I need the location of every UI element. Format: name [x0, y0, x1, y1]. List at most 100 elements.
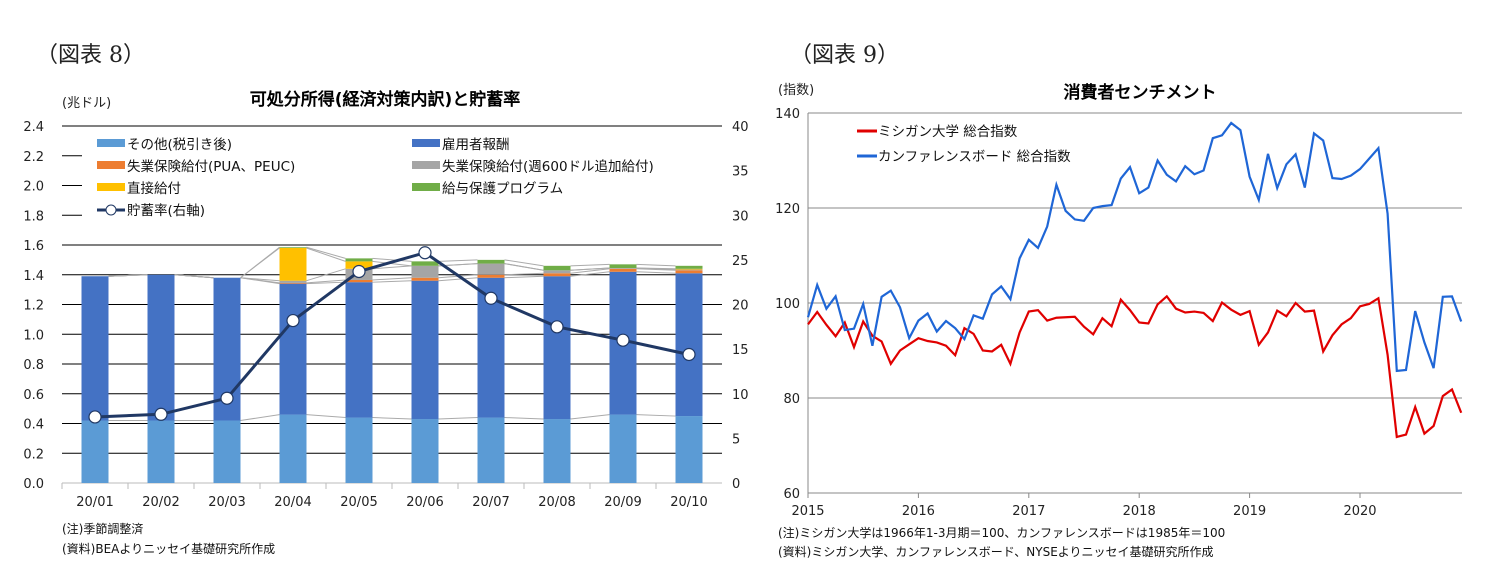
bar-segment [609, 268, 637, 272]
legend-label: ミシガン大学 総合指数 [878, 124, 1018, 140]
legend-swatch [412, 183, 440, 191]
y2-tick-label: 25 [732, 254, 749, 269]
legend-swatch [97, 139, 125, 147]
x-tick-label: 2016 [902, 504, 935, 519]
legend-label: 直接給付 [127, 180, 181, 197]
series-connector [240, 246, 280, 279]
y-tick-label: 120 [775, 202, 800, 217]
bar-segment [279, 283, 307, 415]
left-y2-ticks: 0 5 10 15 20 25 30 35 40 [732, 120, 749, 492]
x-tick-label: 20/10 [670, 495, 707, 510]
y-tick-label: 0.4 [23, 418, 44, 433]
saving-rate-marker [682, 347, 696, 362]
series-connector [372, 417, 412, 420]
x-tick-label: 2017 [1012, 504, 1045, 519]
series-connector [306, 279, 346, 284]
y-tick-label: 140 [775, 107, 800, 122]
y-tick-label: 1.2 [23, 299, 44, 314]
y-tick-label: 1.4 [23, 269, 44, 284]
y-tick-label: 0.6 [23, 388, 44, 403]
saving-rate-marker [550, 320, 564, 334]
bar-segment [345, 279, 373, 283]
x-tick-label: 2015 [791, 504, 824, 519]
bar-segment [609, 414, 637, 483]
series-connector [504, 272, 544, 276]
y2-tick-label: 15 [732, 343, 749, 358]
saving-rate-line [88, 246, 696, 424]
y-tick-label: 1.0 [23, 328, 44, 343]
legend-swatch [97, 161, 125, 169]
x-tick-label: 2019 [1233, 504, 1266, 519]
series-connector [306, 268, 346, 282]
bar-segment [213, 420, 241, 483]
y-tick-label: 2.4 [23, 120, 44, 135]
bar-segment [609, 268, 637, 269]
bar-segment [543, 265, 571, 271]
series-connector [306, 414, 346, 419]
series-connector [504, 259, 544, 267]
bar-segment [675, 416, 703, 483]
bar-segment [279, 414, 307, 483]
figure-9-label: （図表 9） [790, 43, 899, 68]
y2-tick-label: 30 [732, 209, 749, 224]
series-connector [174, 274, 214, 279]
series-connector [438, 259, 478, 262]
series-connector [372, 265, 412, 270]
x-tick-label: 20/09 [604, 495, 641, 510]
x-tick-label: 20/05 [340, 495, 377, 510]
y2-tick-label: 20 [732, 299, 749, 314]
legend-label: 失業保険給付(週600ドル追加給付) [442, 159, 654, 175]
series-connector [504, 417, 544, 420]
series-connector [570, 267, 610, 271]
x-tick-label: 2018 [1123, 504, 1156, 519]
series-connector [306, 246, 346, 259]
y2-tick-label: 35 [732, 165, 749, 180]
y2-tick-label: 0 [732, 477, 740, 492]
legend-label: その他(税引き後) [127, 137, 232, 153]
series-connector [306, 247, 346, 262]
bar-segment [411, 419, 439, 483]
x-tick-label: 20/01 [76, 495, 113, 510]
saving-rate-marker [220, 391, 234, 405]
legend-background [90, 132, 720, 224]
series-connector [636, 271, 676, 274]
saving-rate-marker [616, 333, 630, 347]
bar-segment [543, 270, 571, 274]
series-connector [438, 277, 478, 282]
y-tick-label: 100 [775, 297, 800, 312]
right-note-1: (注)ミシガン大学は1966年1-3月期＝100、カンファレンスボードは1985… [778, 525, 1225, 540]
bar-segment [81, 276, 109, 421]
bar-segment [279, 247, 307, 248]
x-tick-label: 20/08 [538, 495, 575, 510]
y-tick-label: 80 [783, 392, 800, 407]
y2-tick-label: 10 [732, 388, 749, 403]
saving-rate-marker [88, 410, 102, 424]
series-connector [306, 281, 346, 285]
bar-segment [477, 263, 505, 275]
series-connector [570, 271, 610, 277]
x-tick-label: 2020 [1343, 504, 1376, 519]
legend-label: 失業保険給付(PUA、PEUC) [127, 159, 295, 175]
bar-segment [477, 417, 505, 483]
series-line [807, 294, 1463, 439]
series-connector [636, 263, 676, 267]
saving-rate-marker [352, 264, 366, 279]
y-tick-label: 60 [783, 487, 800, 502]
legend-marker-swatch [105, 204, 117, 216]
left-y-ticks: 0.0 0.2 0.4 0.6 0.8 1.0 1.2 1.4 1.6 1.8 2.0 2.2 2.4 [23, 120, 44, 492]
bar-segment [345, 258, 373, 262]
y-tick-label: 0.2 [23, 447, 44, 462]
right-note-2: (資料)ミシガン大学、カンファレンスボード、NYSEよりニッセイ基礎研究所作成 [778, 544, 1214, 559]
bar-segment [147, 420, 175, 483]
bar-segment [609, 264, 637, 269]
bar-segment [345, 417, 373, 483]
left-bars [81, 246, 703, 483]
left-x-ticks: 20/01 20/02 20/03 20/04 20/05 20/06 20/07 20/08… [76, 495, 707, 510]
y2-tick-label: 40 [732, 120, 749, 135]
legend-label: 給与保護プログラム [442, 181, 563, 197]
series-connector [372, 277, 412, 281]
x-tick-label: 20/07 [472, 495, 509, 510]
